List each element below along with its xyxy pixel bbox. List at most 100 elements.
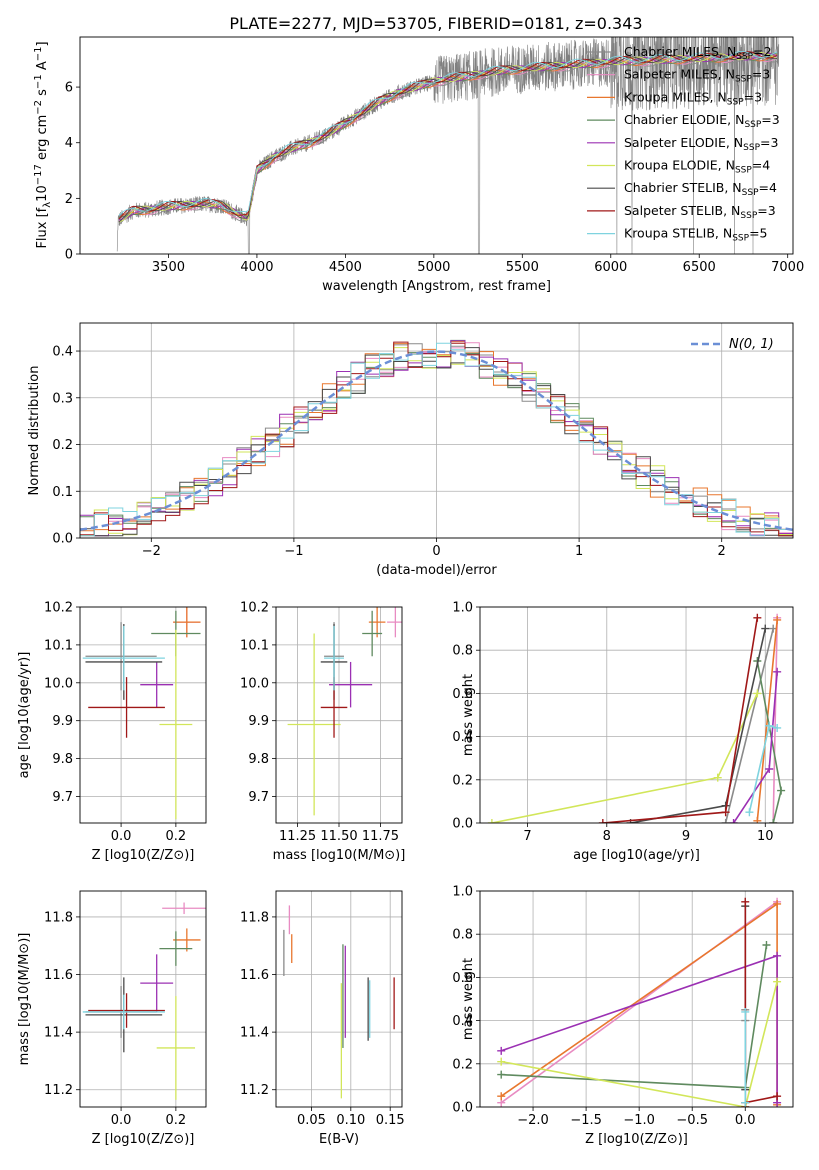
plot-area bbox=[283, 905, 395, 1099]
y-tick-label: 10.2 bbox=[240, 601, 269, 616]
mass-weight-marker bbox=[721, 819, 730, 823]
y-tick-label: 10.1 bbox=[44, 638, 73, 653]
y-tick-label: 0.4 bbox=[452, 730, 473, 745]
y-tick-label: 11.6 bbox=[240, 968, 269, 983]
x-tick-label: −2 bbox=[142, 544, 161, 559]
y-tick-label: 11.4 bbox=[44, 1026, 73, 1041]
y-tick-label: 0.8 bbox=[452, 928, 473, 943]
spectrum-model-line bbox=[118, 52, 778, 221]
mass-weight-marker bbox=[721, 808, 730, 817]
plot-area bbox=[82, 902, 206, 1100]
y-tick-label: 4 bbox=[65, 136, 73, 151]
y-tick-label: 0 bbox=[65, 248, 73, 263]
mass-weight-marker bbox=[741, 1007, 750, 1016]
spectrum-model-line bbox=[118, 51, 778, 223]
legend-entry: Salpeter ELODIE, NSSP=3 bbox=[624, 135, 778, 153]
x-tick-label: 0.0 bbox=[735, 1113, 756, 1128]
mass-weight-marker bbox=[753, 613, 762, 622]
mass-weight-marker bbox=[773, 1092, 782, 1101]
axes-mass_vs_z: 0.0 0.2 11.2 11.4 11.6 11.8 Z [log10(Z/Z⊙)] mas… bbox=[17, 890, 207, 1147]
error-point bbox=[173, 928, 201, 952]
error-point bbox=[82, 994, 165, 1030]
mass-weight-marker bbox=[762, 941, 771, 949]
mass-weight-line bbox=[772, 617, 778, 823]
legend-entry: Chabrier ELODIE, NSSP=3 bbox=[624, 112, 780, 130]
mass-weight-marker bbox=[773, 723, 782, 732]
error-point bbox=[140, 954, 174, 1012]
mass-weight-marker bbox=[769, 819, 778, 823]
error-point bbox=[159, 931, 193, 966]
mass-weight-marker bbox=[497, 1092, 506, 1101]
mass-weight-marker bbox=[741, 897, 750, 906]
spectrum-model-line bbox=[118, 50, 778, 216]
error-point bbox=[173, 607, 201, 638]
x-tick-label: 0.15 bbox=[376, 1113, 405, 1128]
mass-weight-marker bbox=[765, 721, 774, 730]
axes-mass_vs_ebv: 0.05 0.10 0.15 11.2 11.4 11.6 11.8 E(B-V) bbox=[240, 890, 405, 1147]
x-tick-label: −1.5 bbox=[570, 1113, 602, 1128]
y-tick-label: 0.6 bbox=[452, 687, 473, 702]
mass-weight-line bbox=[501, 944, 768, 1089]
mass-weight-marker bbox=[745, 808, 754, 817]
y-tick-label: 9.7 bbox=[248, 790, 269, 805]
x-tick-label: 0.0 bbox=[111, 1113, 132, 1128]
x-tick-label: 0.0 bbox=[111, 829, 132, 844]
y-tick-label: 0.4 bbox=[452, 1014, 473, 1029]
mass-weight-marker bbox=[487, 819, 496, 823]
x-axis-label: (data-model)/error bbox=[376, 563, 497, 578]
mass-weight-line bbox=[724, 628, 774, 823]
x-tick-label: 9 bbox=[682, 829, 690, 844]
mass-weight-marker bbox=[773, 977, 782, 986]
legend-entry: Kroupa ELODIE, NSSP=4 bbox=[624, 158, 770, 176]
legend-entry: N(0, 1) bbox=[729, 337, 774, 352]
mass-weight-line bbox=[756, 660, 782, 823]
plot-area bbox=[82, 607, 201, 820]
y-tick-label: 0.2 bbox=[52, 438, 73, 453]
legend-entry: Kroupa STELIB, NSSP=5 bbox=[624, 226, 768, 244]
error-point bbox=[362, 610, 383, 657]
y-tick-label: 0.1 bbox=[52, 485, 73, 500]
mass-weight-line bbox=[744, 901, 778, 1107]
x-tick-label: −1.0 bbox=[623, 1113, 655, 1128]
error-point bbox=[156, 996, 196, 1100]
x-tick-label: 5500 bbox=[506, 260, 539, 275]
axes-frame bbox=[479, 890, 794, 1108]
y-tick-label: 9.7 bbox=[52, 790, 73, 805]
spectrum-model-line bbox=[118, 54, 778, 222]
mass-weight-marker bbox=[598, 819, 607, 823]
error-point bbox=[162, 902, 206, 915]
y-tick-label: 1.0 bbox=[452, 885, 473, 900]
y-tick-label: 11.8 bbox=[44, 910, 73, 925]
mass-weight-marker bbox=[497, 1057, 506, 1066]
x-tick-label: 0.2 bbox=[166, 829, 187, 844]
y-tick-label: 10.1 bbox=[240, 638, 269, 653]
x-tick-label: 2 bbox=[718, 544, 726, 559]
y-tick-label: 9.9 bbox=[52, 714, 73, 729]
y-axis-label: mass [log10(M/M⊙)] bbox=[17, 933, 32, 1066]
x-axis-label: age [log10(age/yr)] bbox=[573, 848, 700, 863]
x-tick-label: 0.05 bbox=[297, 1113, 326, 1128]
mass-weight-line bbox=[630, 628, 767, 823]
mass-weight-line bbox=[756, 619, 778, 821]
plot-area bbox=[116, 37, 780, 254]
mass-weight-line bbox=[491, 693, 759, 823]
error-point bbox=[85, 622, 157, 691]
y-tick-label: 9.8 bbox=[248, 752, 269, 767]
y-tick-label: 11.4 bbox=[240, 1026, 269, 1041]
mass-weight-marker bbox=[741, 1098, 750, 1107]
x-tick-label: 3500 bbox=[152, 260, 185, 275]
y-tick-label: 0.8 bbox=[452, 644, 473, 659]
mass-weight-line bbox=[732, 671, 778, 823]
mass-weight-marker bbox=[753, 816, 762, 823]
legend-entry: Salpeter STELIB, NSSP=3 bbox=[624, 203, 776, 221]
error-point bbox=[368, 607, 386, 638]
legend-entry: Chabrier MILES, NSSP=2 bbox=[624, 44, 772, 62]
axes-age_vs_mass: 11.25 11.50 11.75 9.7 9.8 9.9 10.0 10.1 10.2 mass… bbox=[240, 601, 405, 864]
mass-weight-marker bbox=[773, 951, 782, 960]
y-tick-label: 11.8 bbox=[240, 910, 269, 925]
axes-residuals: −2 −1 0 1 2 0.0 0.1 0.2 0.3 0.4 (data-model)/error… bbox=[27, 322, 794, 578]
error-point bbox=[329, 661, 373, 708]
x-tick-label: 6000 bbox=[594, 260, 627, 275]
y-tick-label: 0.2 bbox=[452, 773, 473, 788]
